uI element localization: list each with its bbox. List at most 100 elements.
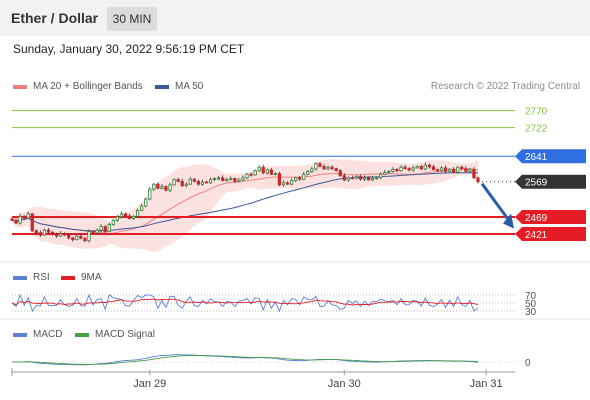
candle-body [46, 229, 51, 233]
candle-body [431, 166, 436, 171]
candle-body [184, 183, 188, 186]
candle-body [342, 175, 346, 181]
candle-body [221, 177, 225, 182]
candle-body [362, 177, 367, 180]
x-axis-tick-label: Jan 31 [470, 378, 503, 390]
macd-signal-swatch [75, 332, 89, 337]
candle-body [411, 167, 415, 171]
candle-body [217, 177, 221, 180]
candle-body [435, 169, 440, 172]
candle-body [111, 219, 115, 225]
candle-body [253, 170, 257, 176]
x-axis-tick-label: Jan 29 [133, 378, 166, 390]
candle-body [281, 182, 286, 186]
candle-body [448, 168, 452, 172]
candle-body [229, 178, 233, 180]
candle-body [443, 167, 448, 172]
candle-body [95, 229, 99, 234]
candle-body [366, 177, 371, 181]
candle-body [172, 179, 176, 186]
candle-body [83, 237, 87, 242]
candle-body [204, 181, 209, 184]
candle-body [371, 178, 375, 181]
candle-body [237, 179, 241, 182]
rsi-level-label: 30 [525, 307, 537, 318]
resistance-level-label: 2722 [525, 124, 548, 135]
candle-body [379, 173, 383, 178]
candle-body [196, 180, 201, 185]
candle-body [42, 229, 47, 236]
candle-body [314, 163, 318, 170]
candle-body [277, 173, 282, 186]
support-level-tag [515, 227, 586, 242]
candle-body [310, 168, 314, 172]
candle-body [407, 168, 411, 171]
candle-body [144, 198, 148, 207]
candle-body [249, 173, 253, 176]
candle-body [79, 235, 83, 239]
candle-body [306, 171, 310, 175]
candle-body [208, 179, 213, 184]
rsi-9ma-swatch [61, 275, 75, 280]
candle-body [468, 168, 472, 172]
candle-body [302, 173, 306, 180]
candle-body [452, 168, 456, 173]
macd-signal-line [12, 354, 479, 365]
candle-body [180, 180, 184, 186]
support-level-label: 2421 [525, 230, 548, 241]
price-level-label: 2569 [525, 178, 548, 189]
candle-body [212, 178, 217, 180]
candle-body [87, 231, 91, 242]
candle-body [257, 166, 261, 172]
candle-body [439, 167, 444, 172]
candle-body [26, 213, 30, 219]
candle-body [75, 235, 79, 241]
candle-body [188, 178, 192, 185]
candle-body [322, 166, 326, 170]
candle-body [136, 209, 140, 217]
candle-body [265, 169, 269, 174]
rsi-line [11, 293, 479, 313]
candle-body [123, 213, 128, 217]
candle-body [10, 218, 14, 221]
candle-body [399, 166, 403, 172]
candle-body [71, 237, 75, 241]
candle-body [152, 183, 156, 190]
candle-body [233, 178, 237, 182]
candle-body [476, 177, 480, 183]
candle-body [156, 183, 160, 189]
legend-ma20-label: MA 20 + Bollinger Bands [33, 81, 143, 92]
macd-line [11, 354, 479, 366]
candle-body [164, 186, 168, 191]
timeframe-badge[interactable]: 30 MIN [107, 7, 157, 31]
candle-body [269, 169, 273, 175]
candle-body [350, 177, 354, 180]
copyright-text: Research © 2022 Trading Central [430, 81, 580, 92]
legend-rsi-9ma-label: 9MA [81, 272, 102, 283]
candle-body [298, 177, 302, 180]
legend-rsi-label: RSI [33, 272, 50, 283]
forecast-arrow-shaft [480, 182, 511, 222]
legend-macd-signal-label: MACD Signal [95, 329, 156, 340]
candle-body [261, 166, 265, 174]
candle-body [30, 213, 34, 232]
x-axis-tick-label: Jan 30 [328, 378, 361, 390]
pivot-level-label: 2641 [525, 152, 548, 163]
candle-body [50, 231, 55, 235]
candle-body [427, 164, 431, 168]
chart-header: Ether / Dollar 30 MIN [0, 0, 590, 36]
candle-body [148, 188, 152, 200]
legend-rsi-9ma: 9MA [61, 272, 102, 283]
ma50-swatch [155, 84, 169, 89]
candle-body [200, 181, 205, 185]
candle-body [115, 216, 119, 221]
candle-body [318, 163, 322, 167]
ma20-swatch [13, 84, 27, 89]
candle-body [419, 166, 423, 170]
legend-rsi: RSI [13, 272, 50, 283]
candle-body [168, 184, 172, 191]
candle-body [241, 177, 245, 181]
price-level-tag [515, 174, 586, 189]
candle-body [289, 180, 294, 185]
